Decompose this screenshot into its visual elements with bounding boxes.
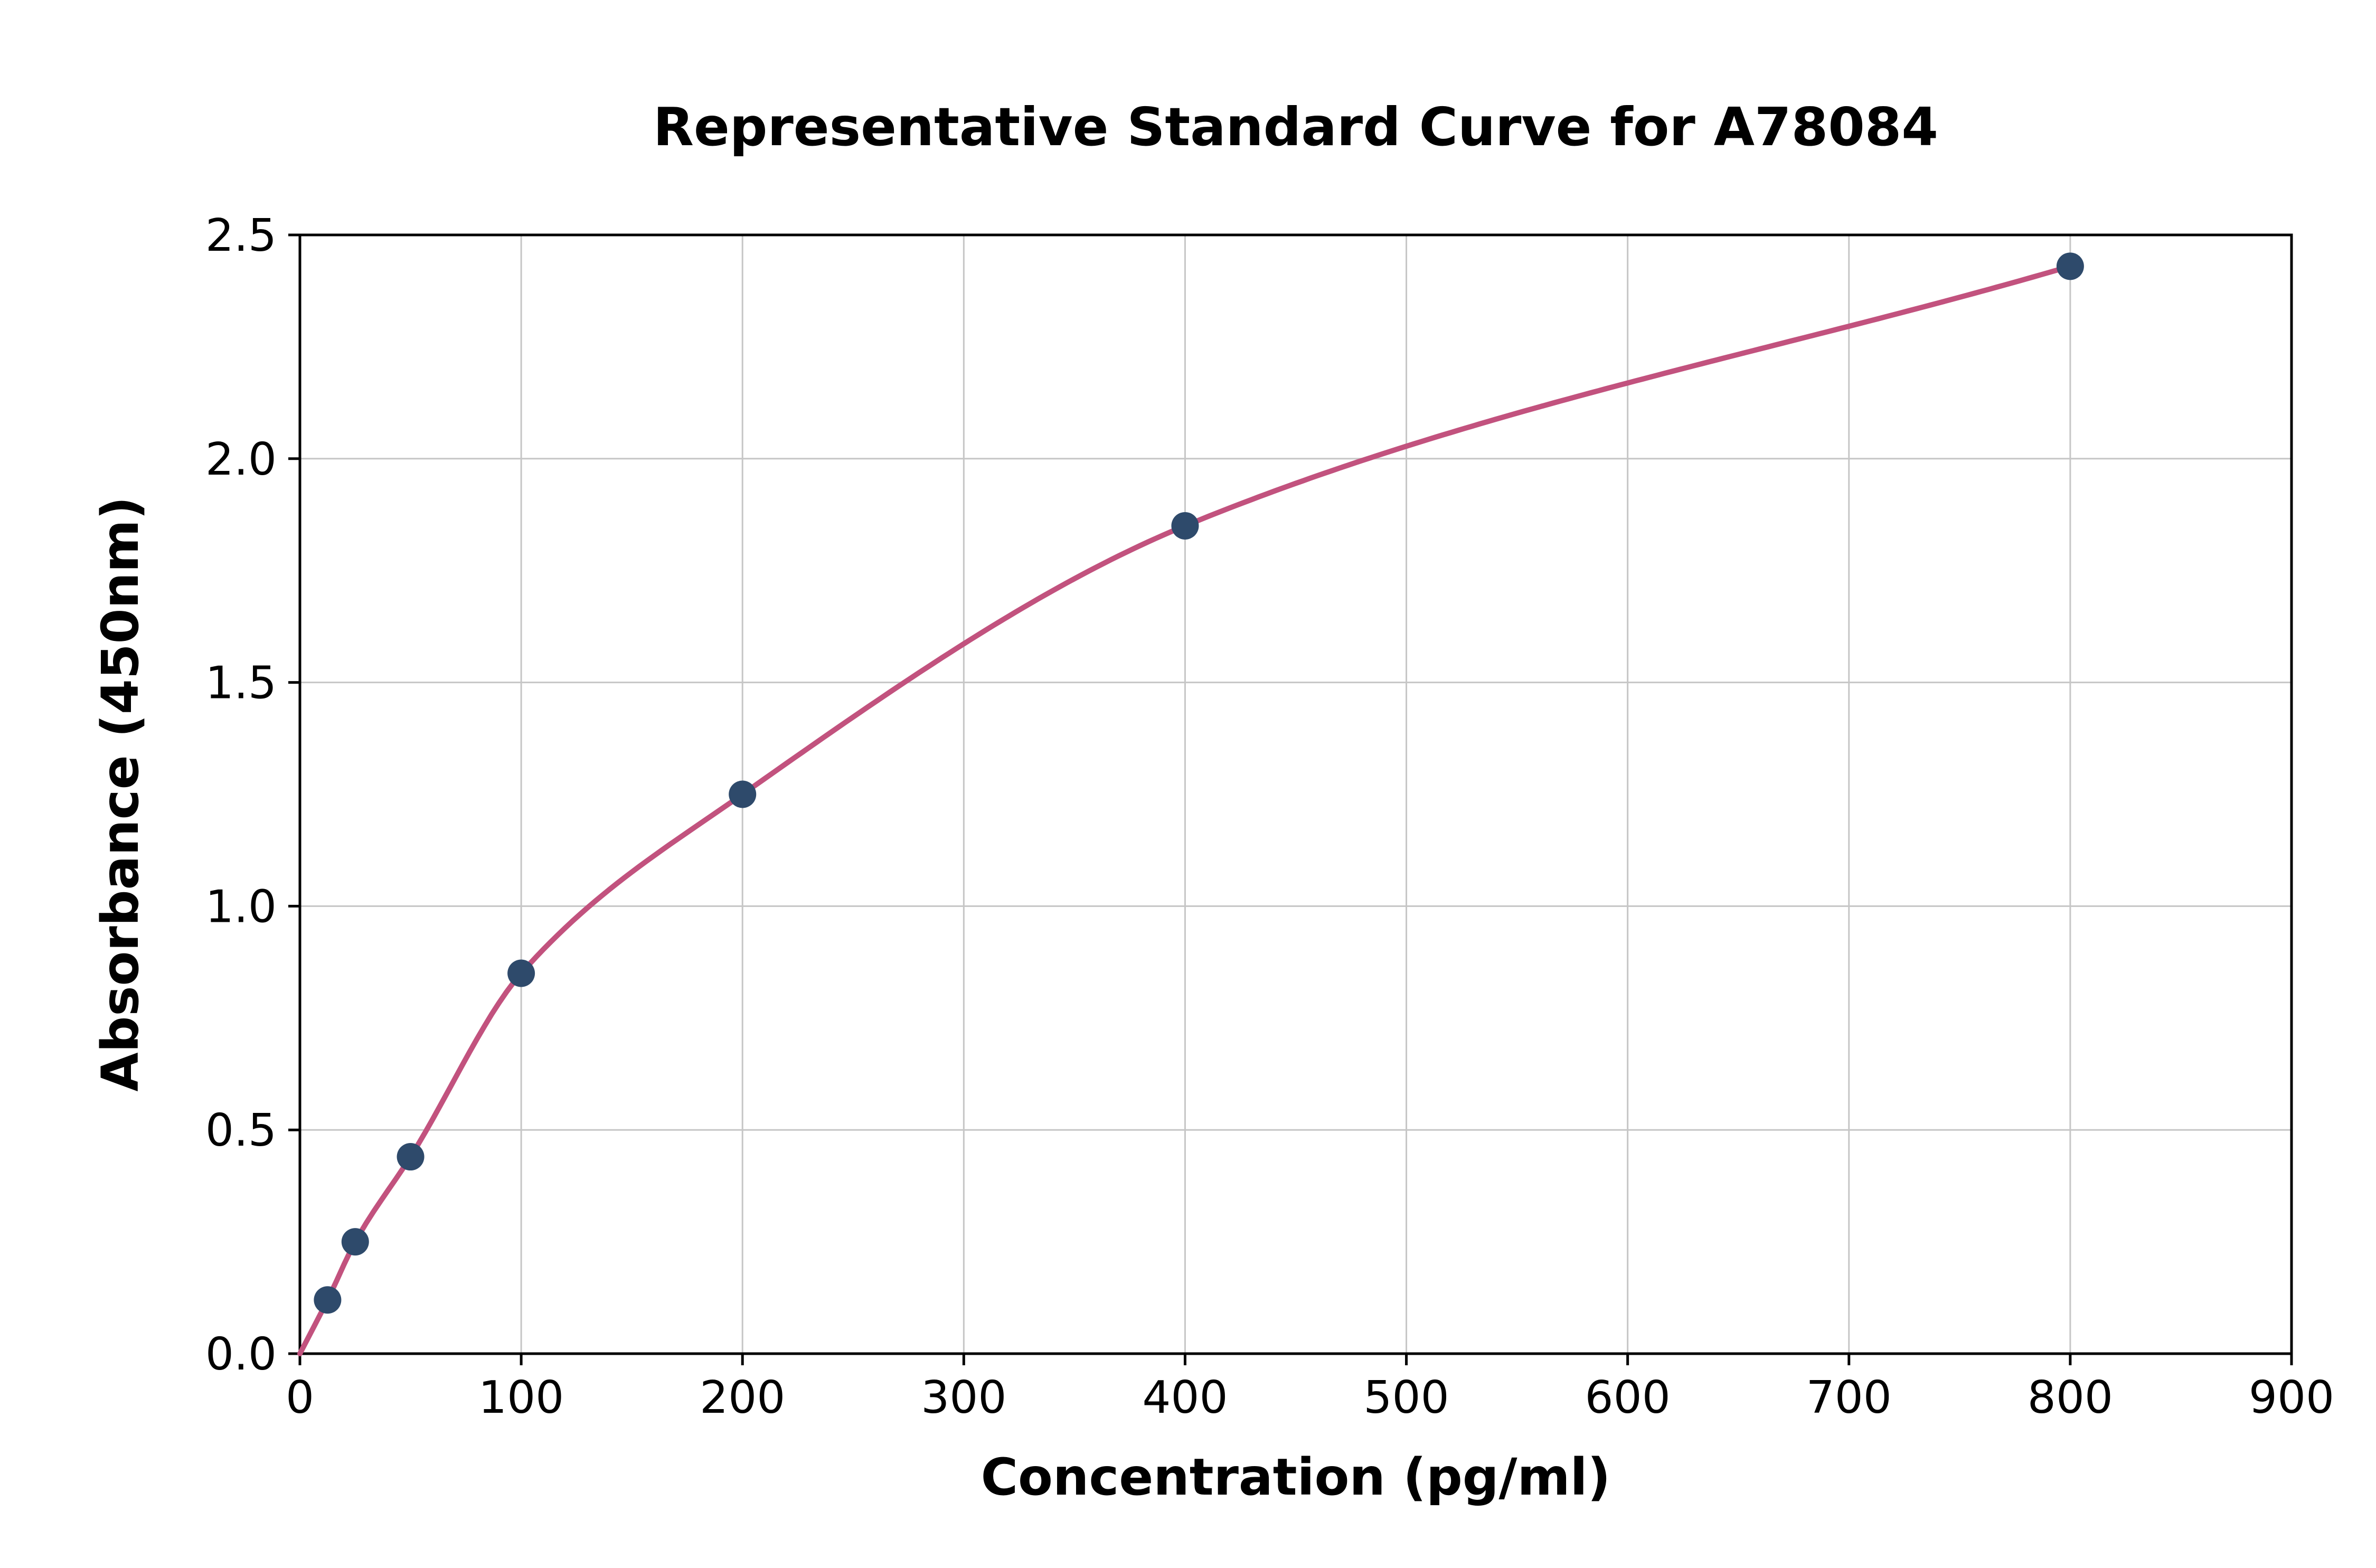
x-axis-label: Concentration (pg/ml) xyxy=(980,1448,1611,1507)
x-tick-label: 700 xyxy=(1806,1372,1892,1424)
data-point xyxy=(1171,512,1199,540)
x-tick-label: 900 xyxy=(2249,1372,2334,1424)
data-point xyxy=(2056,252,2084,280)
y-tick-label: 2.5 xyxy=(205,210,277,262)
x-tick-label: 400 xyxy=(1142,1372,1228,1424)
y-tick-label: 2.0 xyxy=(205,433,277,486)
data-point xyxy=(397,1143,425,1171)
chart-title: Representative Standard Curve for A78084 xyxy=(653,96,1938,158)
data-point xyxy=(729,780,757,808)
x-tick-label: 0 xyxy=(286,1372,314,1424)
data-point xyxy=(507,959,535,987)
x-tick-label: 300 xyxy=(921,1372,1006,1424)
data-point xyxy=(341,1228,369,1256)
x-tick-label: 500 xyxy=(1363,1372,1449,1424)
y-tick-label: 0.5 xyxy=(205,1104,277,1157)
data-point xyxy=(314,1286,342,1314)
y-tick-label: 1.0 xyxy=(205,881,277,933)
x-tick-label: 200 xyxy=(700,1372,785,1424)
y-axis-label: Absorbance (450nm) xyxy=(91,496,150,1092)
plot-border xyxy=(298,233,2293,1355)
y-tick-label: 1.5 xyxy=(205,657,277,710)
x-tick-label: 800 xyxy=(2028,1372,2113,1424)
x-tick-label: 100 xyxy=(478,1372,564,1424)
y-tick-label: 0.0 xyxy=(205,1328,277,1381)
x-tick-label: 600 xyxy=(1585,1372,1671,1424)
